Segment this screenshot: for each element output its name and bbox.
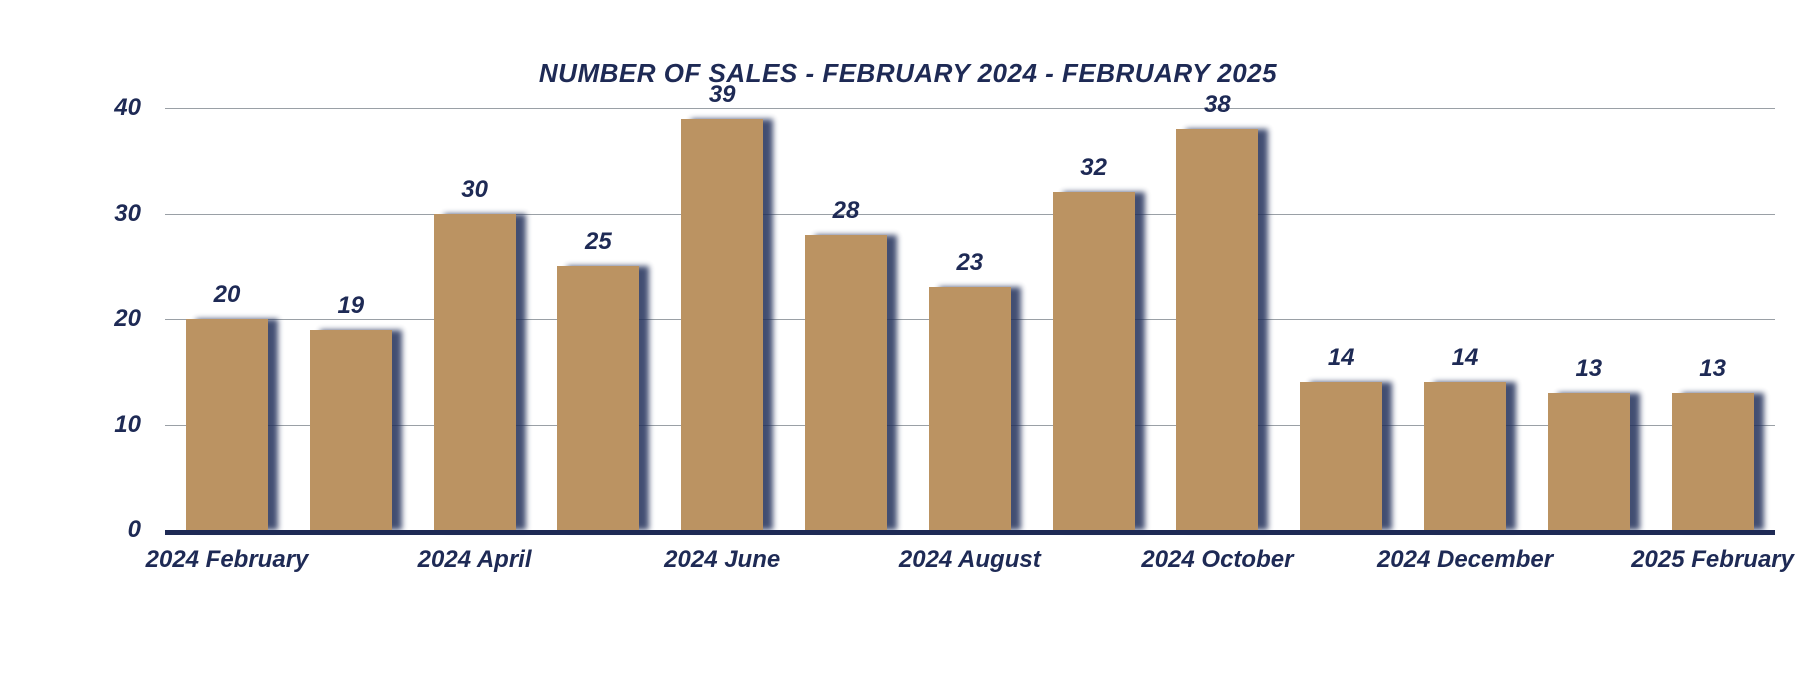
bar-value-label: 38 (1204, 91, 1231, 119)
y-tick-label: 0 (61, 516, 141, 544)
bar (1053, 192, 1135, 530)
x-tick-label: 2024 October (1141, 546, 1293, 574)
bar (1176, 129, 1258, 530)
x-tick-label: 2024 February (146, 546, 309, 574)
bar-value-label: 13 (1575, 355, 1602, 383)
bar (1424, 382, 1506, 530)
x-tick-label: 2024 June (664, 546, 780, 574)
bar (434, 214, 516, 531)
bar-value-label: 25 (585, 228, 612, 256)
gridline (165, 108, 1775, 109)
bar-value-label: 30 (461, 176, 488, 204)
y-tick-label: 40 (61, 94, 141, 122)
bar-value-label: 28 (833, 197, 860, 225)
chart-title: NUMBER OF SALES - FEBRUARY 2024 - FEBRUA… (0, 58, 1816, 89)
y-tick-label: 30 (61, 200, 141, 228)
sales-bar-chart: NUMBER OF SALES - FEBRUARY 2024 - FEBRUA… (0, 0, 1816, 676)
bar-value-label: 14 (1328, 344, 1355, 372)
bar (805, 235, 887, 530)
x-tick-label: 2025 February (1631, 546, 1794, 574)
x-axis-line (165, 530, 1775, 535)
bar-value-label: 13 (1699, 355, 1726, 383)
bar-value-label: 39 (709, 81, 736, 109)
y-tick-label: 20 (61, 305, 141, 333)
bar-value-label: 14 (1452, 344, 1479, 372)
bar-value-label: 23 (956, 249, 983, 277)
bar (1548, 393, 1630, 530)
bar (1300, 382, 1382, 530)
bar (557, 266, 639, 530)
x-tick-label: 2024 August (899, 546, 1041, 574)
bar (929, 287, 1011, 530)
bar-value-label: 32 (1080, 154, 1107, 182)
gridline (165, 214, 1775, 215)
plot-area: 010203040201930253928233238141413132024 … (165, 108, 1775, 530)
bar (186, 319, 268, 530)
x-tick-label: 2024 April (418, 546, 532, 574)
y-tick-label: 10 (61, 411, 141, 439)
x-tick-label: 2024 December (1377, 546, 1553, 574)
bar (681, 119, 763, 530)
bar-value-label: 20 (214, 281, 241, 309)
bar (310, 330, 392, 530)
bar (1672, 393, 1754, 530)
bar-value-label: 19 (337, 292, 364, 320)
